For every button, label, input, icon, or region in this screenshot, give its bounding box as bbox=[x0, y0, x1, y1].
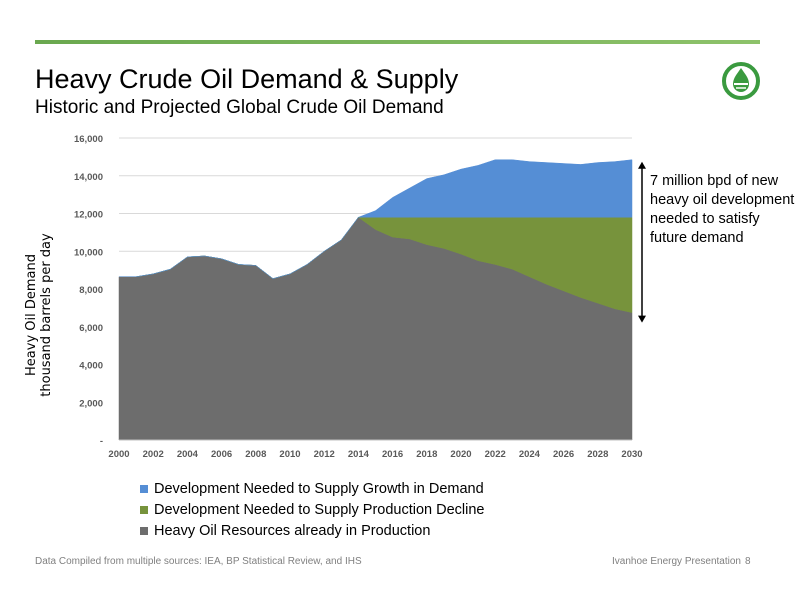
top-divider-rule bbox=[35, 40, 760, 44]
y-tick-label: 10,000 bbox=[74, 247, 103, 258]
x-tick-label: 2020 bbox=[450, 449, 471, 460]
page-number: 8 bbox=[744, 556, 751, 567]
legend-label-decline: Development Needed to Supply Production … bbox=[154, 501, 485, 518]
y-tick-label: 8,000 bbox=[79, 285, 103, 296]
y-tick-label: - bbox=[100, 436, 103, 447]
page-subtitle: Historic and Projected Global Crude Oil … bbox=[35, 97, 444, 118]
x-tick-label: 2004 bbox=[177, 449, 199, 460]
x-tick-label: 2010 bbox=[279, 449, 300, 460]
legend-item-production: Heavy Oil Resources already in Productio… bbox=[140, 520, 484, 541]
y-tick-label: 12,000 bbox=[74, 210, 103, 221]
legend-label-production: Heavy Oil Resources already in Productio… bbox=[154, 522, 431, 539]
x-tick-label: 2006 bbox=[211, 449, 232, 460]
area-growth-in-demand bbox=[119, 159, 633, 279]
x-tick-label: 2024 bbox=[519, 449, 541, 460]
x-tick-label: 2028 bbox=[587, 449, 608, 460]
chart-areas bbox=[118, 159, 633, 441]
y-tick-label: 16,000 bbox=[74, 134, 103, 145]
x-tick-label: 2030 bbox=[621, 449, 642, 460]
y-tick-label: 2,000 bbox=[79, 398, 103, 409]
x-tick-label: 2000 bbox=[108, 449, 129, 460]
page-title: Heavy Crude Oil Demand & Supply bbox=[35, 64, 459, 94]
legend-item-growth: Development Needed to Supply Growth in D… bbox=[140, 478, 484, 499]
x-tick-label: 2012 bbox=[314, 449, 335, 460]
legend-label-growth: Development Needed to Supply Growth in D… bbox=[154, 480, 484, 497]
chart-legend: Development Needed to Supply Growth in D… bbox=[140, 478, 484, 541]
x-tick-label: 2022 bbox=[485, 449, 506, 460]
legend-swatch-decline bbox=[140, 505, 148, 514]
legend-item-decline: Development Needed to Supply Production … bbox=[140, 499, 484, 520]
x-tick-label: 2008 bbox=[245, 449, 266, 460]
legend-swatch-production bbox=[140, 526, 148, 535]
x-tick-label: 2014 bbox=[348, 449, 370, 460]
y-tick-label: 4,000 bbox=[79, 361, 103, 372]
x-tick-label: 2016 bbox=[382, 449, 403, 460]
arrow-head-down bbox=[638, 315, 646, 323]
arrow-head-up bbox=[638, 161, 646, 169]
legend-swatch-growth bbox=[140, 484, 148, 493]
footer-presentation: Ivanhoe Energy Presentation 8 bbox=[612, 556, 751, 567]
x-tick-label: 2002 bbox=[143, 449, 164, 460]
ivanhoe-drop-logo-icon bbox=[722, 62, 760, 100]
y-tick-label: 14,000 bbox=[74, 172, 103, 183]
chart-annotation: 7 million bpd of new heavy oil developme… bbox=[650, 173, 795, 246]
annotation-arrow bbox=[638, 161, 646, 323]
y-tick-label: 6,000 bbox=[79, 323, 103, 334]
footer-source: Data Compiled from multiple sources: IEA… bbox=[35, 556, 362, 567]
footer-presentation-label: Ivanhoe Energy Presentation bbox=[612, 556, 741, 567]
x-tick-label: 2026 bbox=[553, 449, 574, 460]
x-tick-label: 2018 bbox=[416, 449, 437, 460]
chart-axes: - 2,000 4,000 6,000 8,000 10,000 12,000 14,000 1… bbox=[74, 134, 643, 460]
